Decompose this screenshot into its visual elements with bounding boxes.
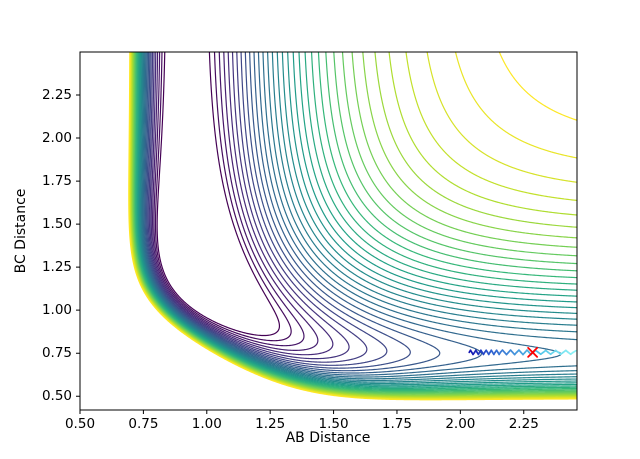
x-tick-label: 2.00 bbox=[445, 416, 476, 432]
x-tick-label: 1.50 bbox=[318, 416, 349, 432]
y-tick-label: 1.00 bbox=[41, 302, 72, 319]
x-tick-label: 1.00 bbox=[191, 416, 222, 432]
x-tick-label: 0.50 bbox=[64, 416, 96, 432]
x-tick-label: 1.25 bbox=[255, 416, 286, 432]
y-tick-label: 0.75 bbox=[41, 345, 72, 362]
y-tick-label: 1.50 bbox=[41, 216, 72, 233]
y-tick-label: 1.25 bbox=[41, 259, 72, 276]
y-tick-label: 2.25 bbox=[41, 87, 72, 104]
y-tick-label: 0.50 bbox=[41, 388, 72, 405]
y-tick-label: 1.75 bbox=[41, 173, 72, 190]
x-axis-label: AB Distance bbox=[285, 430, 371, 446]
x-tick-label: 1.75 bbox=[381, 416, 412, 432]
y-tick-label: 2.00 bbox=[41, 130, 72, 147]
x-tick-label: 2.25 bbox=[508, 416, 539, 432]
x-tick-label: 0.75 bbox=[128, 416, 159, 432]
